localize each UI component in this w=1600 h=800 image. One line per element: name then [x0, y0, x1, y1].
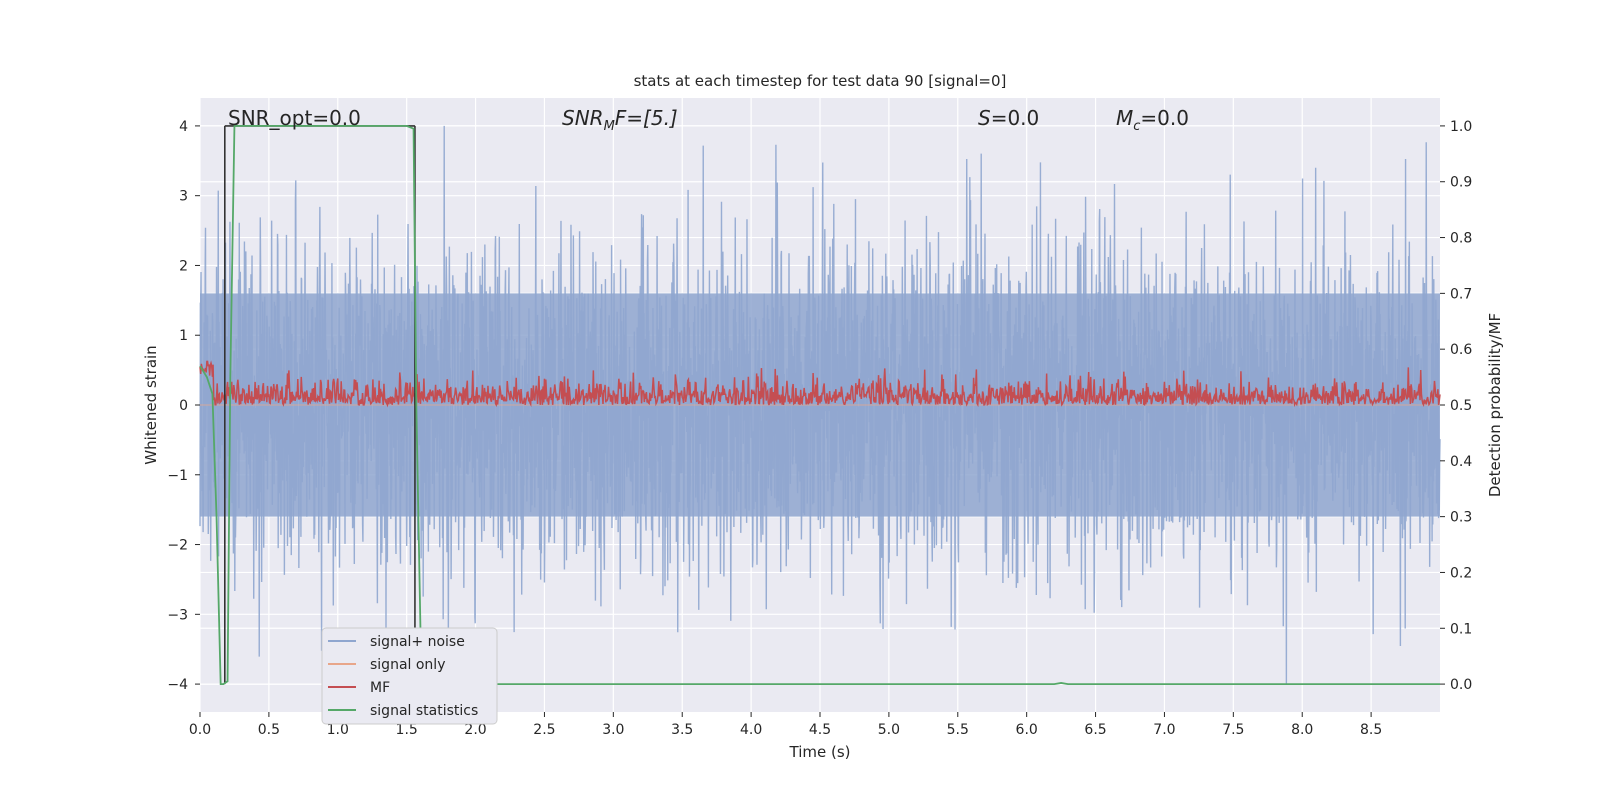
y-left-tick-label: −2 [167, 538, 188, 554]
y-axis-label-right: Detection probability/MF [1486, 313, 1504, 497]
annotation-mc-rest: =0.0 [1140, 106, 1189, 130]
x-tick-label: 1.0 [327, 722, 349, 738]
annotation-s-main: S [978, 106, 991, 130]
mf-line [199, 360, 1441, 408]
y-left-tick-label: 2 [179, 258, 188, 274]
x-tick-label: 5.5 [947, 722, 969, 738]
annotation-mc: Mc=0.0 [1116, 106, 1189, 134]
y-right-tick-label: 0.1 [1450, 621, 1472, 637]
y-left-tick-label: 0 [179, 398, 188, 414]
x-axis-label: Time (s) [789, 743, 851, 761]
y-right-tick-label: 0.5 [1450, 398, 1472, 414]
legend: signal+ noise signal only MF signal statist… [321, 627, 498, 725]
annotation-snr-mf-rest: F=[5.] [615, 106, 678, 130]
y-axis-label-left: Whitened strain [142, 345, 160, 464]
annotation-snr-mf: SNRMF=[5.] [562, 106, 678, 134]
x-tick-label: 5.0 [878, 722, 900, 738]
x-tick-label: 1.5 [396, 722, 418, 738]
x-tick-label: 7.0 [1153, 722, 1175, 738]
annotation-s-rest: =0.0 [991, 106, 1040, 130]
y-right-tick-label: 0.2 [1450, 565, 1472, 581]
annotation-s: S=0.0 [978, 106, 1039, 130]
axis-ticks: 0.0 0.5 1.0 1.5 2.0 2.5 3.0 3.5 4.0 4.5 5.0 5.5 6.0 6… [167, 119, 1472, 738]
x-tick-label: 4.0 [740, 722, 762, 738]
x-tick-label: 2.0 [464, 722, 486, 738]
series-signal-noise [199, 125, 1441, 685]
y-right-tick-label: 0.6 [1450, 342, 1472, 358]
y-right-tick-label: 0.4 [1450, 454, 1472, 470]
y-right-tick-label: 0.9 [1450, 175, 1472, 191]
y-right-tick-label: 0.3 [1450, 510, 1472, 526]
y-left-tick-label: 1 [179, 328, 188, 344]
signal-statistics-line [199, 125, 1440, 685]
legend-label: signal only [370, 657, 445, 673]
x-tick-label: 2.5 [533, 722, 555, 738]
y-right-tick-label: 0.8 [1450, 231, 1472, 247]
legend-label: signal statistics [370, 703, 478, 719]
x-tick-label: 3.5 [671, 722, 693, 738]
series-signal-statistics [199, 125, 1440, 685]
chart-title: stats at each timestep for test data 90 … [634, 72, 1007, 90]
x-tick-label: 3.0 [602, 722, 624, 738]
y-right-tick-label: 0.0 [1450, 677, 1472, 693]
x-tick-label: 8.0 [1291, 722, 1313, 738]
y-left-tick-label: 4 [179, 119, 188, 135]
annotation-snr-mf-sub: M [604, 119, 615, 134]
legend-label: signal+ noise [370, 634, 465, 650]
y-left-tick-label: −1 [167, 468, 188, 484]
x-tick-label: 6.5 [1084, 722, 1106, 738]
y-left-tick-label: −4 [167, 677, 188, 693]
y-right-tick-label: 1.0 [1450, 119, 1472, 135]
series-mf [199, 360, 1441, 408]
y-left-tick-label: 3 [179, 189, 188, 205]
legend-label: MF [370, 680, 390, 696]
annotation-mc-main: M [1116, 106, 1133, 130]
x-tick-label: 4.5 [809, 722, 831, 738]
y-right-tick-label: 0.7 [1450, 286, 1472, 302]
annotation-snr-opt: SNR_opt=0.0 [228, 106, 361, 130]
x-tick-label: 0.0 [189, 722, 211, 738]
annotation-snr-mf-main: SNR [562, 106, 604, 130]
x-tick-label: 0.5 [258, 722, 280, 738]
legend-box [321, 627, 498, 725]
x-tick-label: 7.5 [1222, 722, 1244, 738]
x-tick-label: 8.5 [1360, 722, 1382, 738]
annotation-mc-sub: c [1133, 119, 1140, 134]
y-left-tick-label: −3 [167, 607, 188, 623]
x-tick-label: 6.0 [1016, 722, 1038, 738]
